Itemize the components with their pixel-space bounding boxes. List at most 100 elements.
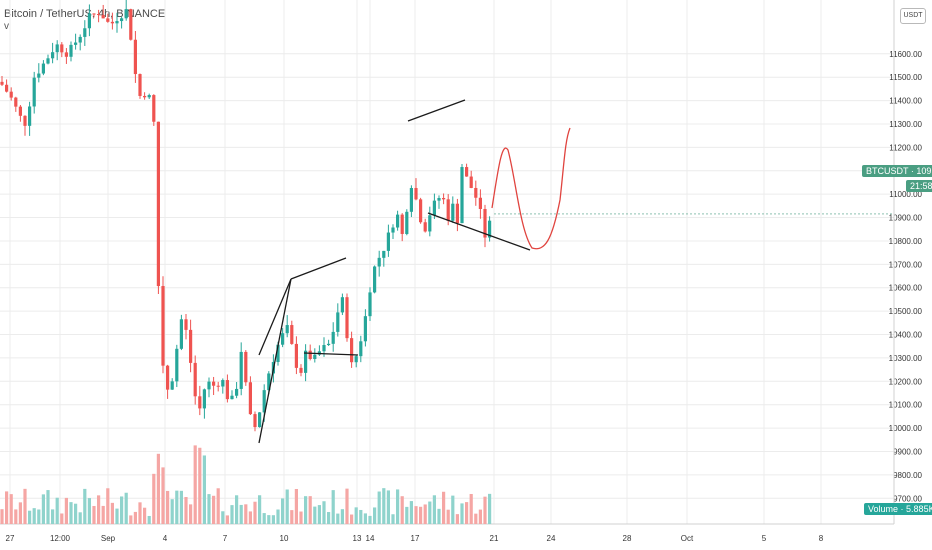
- volume-bar: [129, 515, 133, 524]
- candle-body: [419, 199, 423, 223]
- currency-button[interactable]: USDT: [900, 8, 926, 24]
- trend-line: [407, 99, 466, 122]
- volume-bar: [64, 497, 68, 524]
- volume-bar: [253, 501, 257, 524]
- candle-body: [161, 286, 165, 366]
- volume-bar: [488, 493, 492, 524]
- candle-body: [469, 176, 473, 188]
- volume-bar: [304, 496, 308, 524]
- candle-body: [267, 373, 271, 391]
- x-tick-label: 17: [411, 534, 420, 543]
- symbol-label: BTCUSDT: [866, 166, 909, 176]
- candle-body: [281, 333, 285, 345]
- volume-bar: [124, 492, 128, 524]
- volume-bar: [455, 514, 459, 524]
- volume-bar: [120, 496, 124, 524]
- candle-body: [5, 84, 9, 92]
- candle-body: [37, 73, 41, 78]
- volume-bar: [69, 502, 73, 524]
- volume-bar: [285, 489, 289, 524]
- volume-bar: [212, 495, 216, 524]
- candle-body: [207, 381, 211, 390]
- volume-bar: [474, 513, 478, 524]
- volume-badge: Volume · 5.885K: [864, 503, 932, 515]
- volume-value: 5.885K: [906, 504, 932, 514]
- volume-bar: [391, 514, 395, 524]
- volume-bar: [396, 489, 400, 524]
- y-tick-label: 9900.00: [893, 447, 922, 456]
- candle-body: [414, 188, 418, 200]
- volume-bar: [290, 510, 294, 524]
- candle-body: [23, 115, 27, 126]
- candle-body: [156, 121, 160, 287]
- volume-bar: [28, 510, 32, 524]
- candle-body: [396, 214, 400, 228]
- volume-bar: [299, 511, 303, 524]
- volume-bar: [345, 488, 349, 524]
- candle-body: [253, 414, 257, 428]
- volume-bar: [138, 502, 142, 524]
- volume-bar: [414, 506, 418, 524]
- candle-body: [299, 367, 303, 373]
- volume-bar: [55, 497, 59, 524]
- x-tick-label: 7: [223, 534, 228, 543]
- candle-body: [437, 197, 441, 201]
- volume-bar: [244, 504, 248, 524]
- y-tick-label: 10300.00: [889, 354, 923, 363]
- volume-bar: [18, 502, 22, 524]
- candle-body: [354, 356, 358, 363]
- y-tick-label: 11200.00: [889, 143, 922, 152]
- volume-bar: [262, 513, 266, 524]
- candle-body: [391, 227, 395, 233]
- volume-bar: [437, 508, 441, 524]
- volume-bar: [281, 498, 285, 524]
- trend-line: [258, 278, 292, 356]
- volume-bar: [405, 506, 409, 524]
- volume-bar: [189, 504, 193, 524]
- volume-bar: [340, 509, 344, 524]
- volume-bar: [428, 501, 432, 524]
- y-tick-label: 10900.00: [889, 214, 923, 223]
- candle-body: [78, 36, 82, 43]
- candle-body: [51, 52, 55, 59]
- candle-body: [446, 199, 450, 221]
- volume-bar: [294, 488, 298, 524]
- y-tick-label: 11300.00: [889, 120, 922, 129]
- volume-bar: [51, 509, 55, 524]
- x-tick-label: 24: [547, 534, 556, 543]
- candle-body: [202, 389, 206, 409]
- candle-body: [258, 412, 262, 428]
- volume-bar: [446, 509, 450, 524]
- candle-body: [14, 97, 18, 107]
- trend-line: [258, 278, 292, 444]
- volume-bar: [382, 488, 386, 524]
- candle-body: [198, 396, 202, 409]
- candle-body: [41, 63, 45, 74]
- x-tick-label: 21: [490, 534, 499, 543]
- y-tick-label: 11400.00: [889, 97, 922, 106]
- volume-bar: [350, 514, 354, 524]
- candle-body: [474, 187, 478, 198]
- candle-body: [138, 74, 142, 96]
- volume-bar: [327, 512, 331, 524]
- candle-body: [478, 197, 482, 209]
- candle-body: [124, 9, 128, 19]
- volume-bar: [317, 505, 321, 524]
- candle-body: [290, 325, 294, 344]
- volume-bar: [423, 504, 427, 524]
- volume-bar: [87, 498, 91, 524]
- candle-body: [308, 350, 312, 360]
- volume-bar: [41, 494, 45, 524]
- volume-bar: [92, 505, 96, 524]
- y-tick-label: 11600.00: [889, 50, 922, 59]
- candle-body: [336, 312, 340, 332]
- volume-bar: [23, 488, 27, 524]
- countdown-badge: 21:58: [906, 180, 932, 192]
- candle-body: [331, 331, 335, 344]
- candle-body: [97, 13, 101, 16]
- candle-body: [120, 18, 124, 22]
- candle-body: [294, 343, 298, 368]
- volume-bar: [419, 506, 423, 524]
- candle-body: [276, 344, 280, 362]
